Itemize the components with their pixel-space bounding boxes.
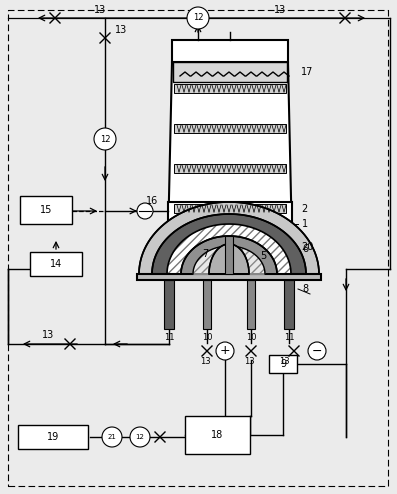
Text: 10: 10: [246, 332, 256, 341]
Circle shape: [308, 342, 326, 360]
Circle shape: [130, 427, 150, 447]
Text: 12: 12: [135, 434, 145, 440]
Bar: [168, 202, 292, 251]
Polygon shape: [193, 246, 265, 274]
Text: +: +: [220, 344, 230, 358]
Circle shape: [102, 427, 122, 447]
Text: 19: 19: [47, 432, 59, 442]
Text: 11: 11: [164, 332, 174, 341]
Text: 13: 13: [200, 357, 210, 366]
Bar: [203, 280, 211, 329]
Text: 13: 13: [274, 5, 286, 15]
Text: 7: 7: [202, 249, 208, 259]
Bar: [269, 355, 297, 373]
Text: 2: 2: [301, 204, 307, 213]
Text: 10: 10: [202, 332, 212, 341]
Polygon shape: [168, 62, 292, 242]
Bar: [173, 62, 287, 82]
Text: 6: 6: [302, 244, 308, 254]
Text: 13: 13: [115, 25, 127, 35]
Text: 5: 5: [260, 251, 266, 261]
Bar: [247, 280, 255, 329]
Text: 21: 21: [108, 434, 116, 440]
Polygon shape: [152, 214, 306, 274]
Polygon shape: [167, 224, 291, 274]
Bar: [18, 425, 88, 449]
Text: 12: 12: [100, 134, 110, 143]
Bar: [185, 416, 250, 454]
Bar: [164, 280, 174, 329]
Text: 3: 3: [229, 254, 235, 264]
Bar: [30, 252, 82, 276]
Text: 9: 9: [280, 359, 286, 369]
Bar: [284, 280, 294, 329]
Bar: [225, 236, 233, 274]
Text: 8: 8: [302, 284, 308, 294]
Bar: [174, 124, 286, 133]
Polygon shape: [209, 244, 249, 274]
Bar: [174, 204, 286, 213]
Bar: [172, 40, 288, 62]
Text: 11: 11: [284, 332, 294, 341]
Text: 15: 15: [40, 205, 52, 215]
Text: 17: 17: [301, 67, 313, 77]
Text: 16: 16: [146, 196, 158, 206]
Circle shape: [187, 7, 209, 29]
Bar: [20, 196, 72, 224]
Text: 18: 18: [211, 430, 223, 440]
Text: 20: 20: [301, 242, 313, 251]
Circle shape: [137, 203, 153, 219]
Text: 1: 1: [302, 219, 308, 229]
Text: 13: 13: [94, 5, 106, 15]
Circle shape: [216, 342, 234, 360]
Bar: [174, 242, 286, 251]
Text: 13: 13: [42, 330, 54, 340]
Text: 13: 13: [279, 357, 289, 366]
Bar: [174, 84, 286, 93]
Text: 14: 14: [50, 259, 62, 269]
Text: 13: 13: [244, 357, 254, 366]
Polygon shape: [181, 236, 277, 274]
Text: 12: 12: [193, 13, 203, 23]
Polygon shape: [139, 202, 319, 274]
Bar: [174, 164, 286, 173]
Bar: [137, 274, 321, 280]
Circle shape: [94, 128, 116, 150]
Text: −: −: [312, 344, 322, 358]
